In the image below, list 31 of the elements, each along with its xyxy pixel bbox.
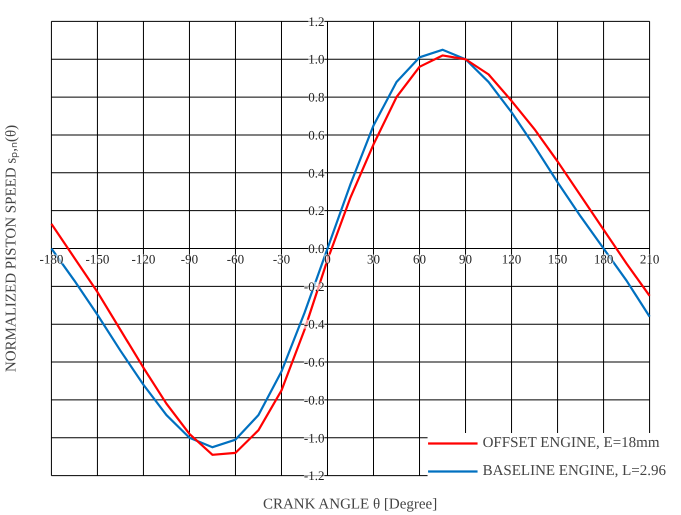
y-tick-label: -0.8 xyxy=(304,392,325,408)
x-tick-label: 0 xyxy=(324,252,331,266)
y-tick-label: 0.0 xyxy=(308,241,324,256)
y-axis-title: NORMALIZED PISTON SPEED sₚ,ₙ(θ) xyxy=(4,124,20,372)
x-tick-label: 90 xyxy=(459,252,472,266)
x-tick-label: 210 xyxy=(640,252,660,266)
x-tick-label: 30 xyxy=(367,252,380,266)
y-tick-label: -0.6 xyxy=(304,354,325,370)
y-tick-label: -1.0 xyxy=(304,430,325,446)
legend-label: OFFSET ENGINE, E=18mm xyxy=(482,434,660,452)
x-tick-label: -150 xyxy=(86,252,110,266)
x-tick-label: 180 xyxy=(594,252,614,266)
x-tick-label: -180 xyxy=(40,252,64,266)
x-axis-title: CRANK ANGLE θ [Degree] xyxy=(262,496,438,512)
y-tick-label: -1.2 xyxy=(304,468,325,484)
x-tick-label: -90 xyxy=(180,252,198,266)
x-tick-label: -30 xyxy=(272,252,290,266)
y-tick-label: 1.0 xyxy=(308,52,324,67)
y-tick-label: -0.4 xyxy=(304,316,325,332)
x-tick-label: -120 xyxy=(132,252,156,266)
y-tick-label: 0.4 xyxy=(308,165,325,180)
legend-label: BASELINE ENGINE, L=2.96 xyxy=(482,462,666,480)
x-tick-label: 150 xyxy=(548,252,568,266)
y-tick-label: 0.8 xyxy=(308,90,324,105)
y-tick-label: 0.2 xyxy=(308,203,324,218)
x-tick-label: -60 xyxy=(226,252,244,266)
y-tick-label: 1.2 xyxy=(308,14,324,29)
x-tick-label: 120 xyxy=(502,252,522,266)
y-tick-label: -0.2 xyxy=(304,278,325,294)
x-tick-label: 60 xyxy=(413,252,426,266)
y-tick-label: 0.6 xyxy=(308,127,325,142)
